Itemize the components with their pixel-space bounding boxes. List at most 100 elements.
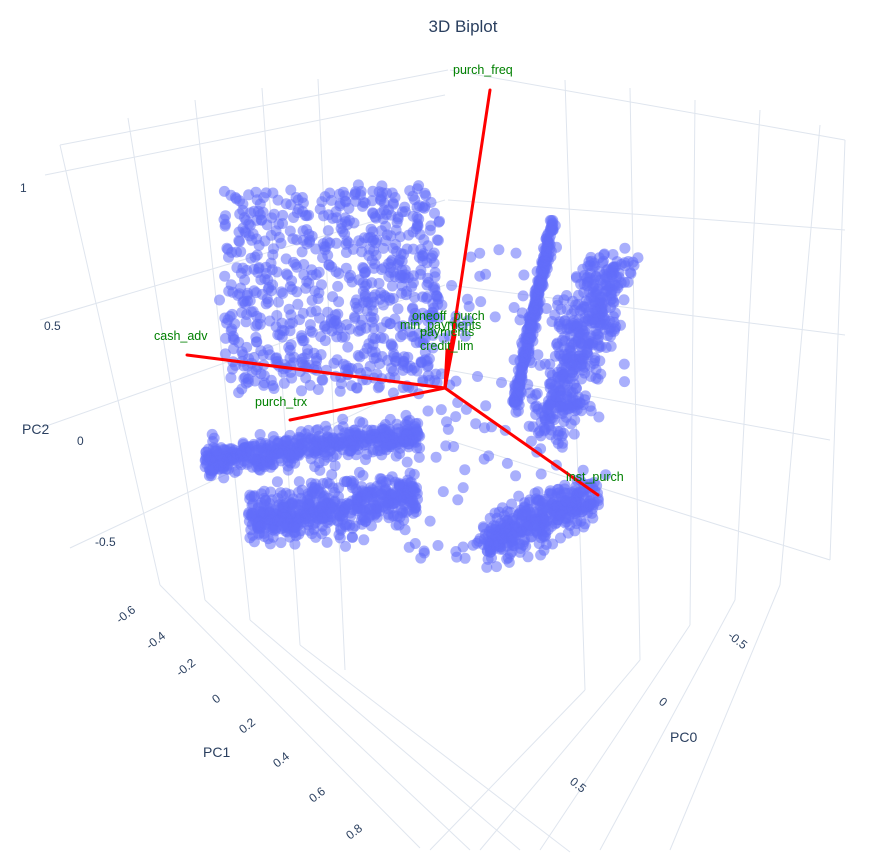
data-point[interactable] [353, 274, 365, 286]
data-point[interactable] [274, 329, 286, 341]
data-point[interactable] [535, 549, 547, 561]
data-point[interactable] [578, 316, 590, 328]
data-point[interactable] [271, 476, 283, 488]
data-point[interactable] [283, 341, 295, 353]
data-point[interactable] [292, 194, 304, 206]
data-point[interactable] [525, 510, 537, 522]
data-point[interactable] [384, 318, 396, 330]
data-point[interactable] [367, 446, 379, 458]
data-point[interactable] [459, 330, 471, 342]
data-point[interactable] [335, 522, 347, 534]
data-point[interactable] [248, 536, 260, 548]
data-point[interactable] [615, 319, 626, 331]
data-point[interactable] [277, 287, 289, 299]
data-point[interactable] [399, 419, 411, 431]
data-point[interactable] [429, 266, 441, 278]
data-point[interactable] [360, 489, 372, 500]
data-point[interactable] [354, 466, 365, 478]
data-point[interactable] [491, 561, 502, 573]
data-point[interactable] [355, 189, 366, 201]
data-point[interactable] [234, 208, 246, 220]
data-point[interactable] [600, 302, 612, 314]
data-point[interactable] [285, 309, 297, 321]
data-point[interactable] [510, 406, 522, 418]
data-point[interactable] [515, 362, 527, 374]
data-point[interactable] [265, 440, 277, 452]
data-point[interactable] [403, 541, 415, 553]
data-point[interactable] [417, 291, 429, 303]
data-point[interactable] [280, 487, 292, 499]
data-point[interactable] [613, 271, 625, 283]
data-point[interactable] [493, 244, 505, 256]
data-point[interactable] [353, 430, 365, 442]
data-point[interactable] [552, 299, 564, 311]
data-point[interactable] [322, 225, 334, 237]
data-point[interactable] [337, 421, 349, 433]
data-point[interactable] [540, 303, 552, 314]
data-point[interactable] [475, 296, 487, 308]
data-point[interactable] [335, 223, 347, 234]
data-point[interactable] [387, 387, 399, 399]
data-point[interactable] [551, 241, 562, 253]
data-point[interactable] [581, 273, 593, 285]
data-point[interactable] [508, 396, 520, 408]
data-point[interactable] [501, 457, 513, 469]
data-point[interactable] [432, 234, 444, 246]
data-point[interactable] [302, 447, 314, 459]
data-point[interactable] [563, 512, 574, 524]
data-point[interactable] [535, 468, 547, 480]
data-point[interactable] [276, 317, 288, 329]
data-point[interactable] [515, 386, 527, 398]
data-point[interactable] [533, 494, 545, 506]
data-point[interactable] [522, 379, 534, 390]
data-point[interactable] [309, 285, 321, 297]
data-point[interactable] [459, 464, 471, 476]
data-point[interactable] [314, 312, 325, 324]
data-point[interactable] [239, 226, 251, 237]
data-point[interactable] [566, 367, 578, 379]
data-point[interactable] [285, 184, 297, 196]
data-point[interactable] [568, 318, 580, 330]
data-point[interactable] [467, 539, 479, 551]
data-point[interactable] [462, 293, 473, 305]
data-point[interactable] [537, 513, 549, 525]
data-point[interactable] [236, 307, 248, 318]
data-point[interactable] [225, 372, 237, 384]
data-point[interactable] [587, 281, 598, 293]
data-point[interactable] [375, 473, 387, 485]
data-point[interactable] [227, 333, 239, 345]
data-point[interactable] [524, 332, 536, 344]
data-point[interactable] [296, 385, 307, 397]
data-point[interactable] [376, 191, 387, 202]
data-point[interactable] [200, 450, 212, 462]
data-point[interactable] [369, 289, 381, 301]
data-point[interactable] [506, 498, 518, 510]
data-point[interactable] [408, 468, 420, 480]
data-point[interactable] [432, 540, 444, 551]
data-point[interactable] [235, 246, 247, 258]
data-point[interactable] [457, 541, 469, 553]
data-point[interactable] [619, 242, 631, 254]
data-point[interactable] [547, 217, 559, 229]
data-point[interactable] [415, 268, 426, 280]
data-point[interactable] [376, 449, 388, 461]
data-point[interactable] [349, 312, 361, 324]
data-point[interactable] [326, 469, 338, 481]
data-point[interactable] [503, 556, 515, 568]
data-point[interactable] [315, 331, 327, 343]
data-point[interactable] [237, 262, 249, 274]
data-point[interactable] [358, 534, 370, 546]
data-point[interactable] [404, 326, 416, 338]
data-point[interactable] [442, 423, 454, 435]
data-point[interactable] [291, 286, 303, 298]
data-point[interactable] [271, 352, 282, 364]
data-point[interactable] [488, 523, 500, 535]
data-points[interactable] [199, 179, 644, 573]
data-point[interactable] [380, 220, 392, 232]
data-point[interactable] [544, 367, 556, 379]
data-point[interactable] [276, 448, 288, 459]
data-point[interactable] [544, 358, 556, 370]
data-point[interactable] [352, 179, 364, 191]
data-point[interactable] [316, 512, 328, 524]
data-point[interactable] [402, 438, 414, 450]
